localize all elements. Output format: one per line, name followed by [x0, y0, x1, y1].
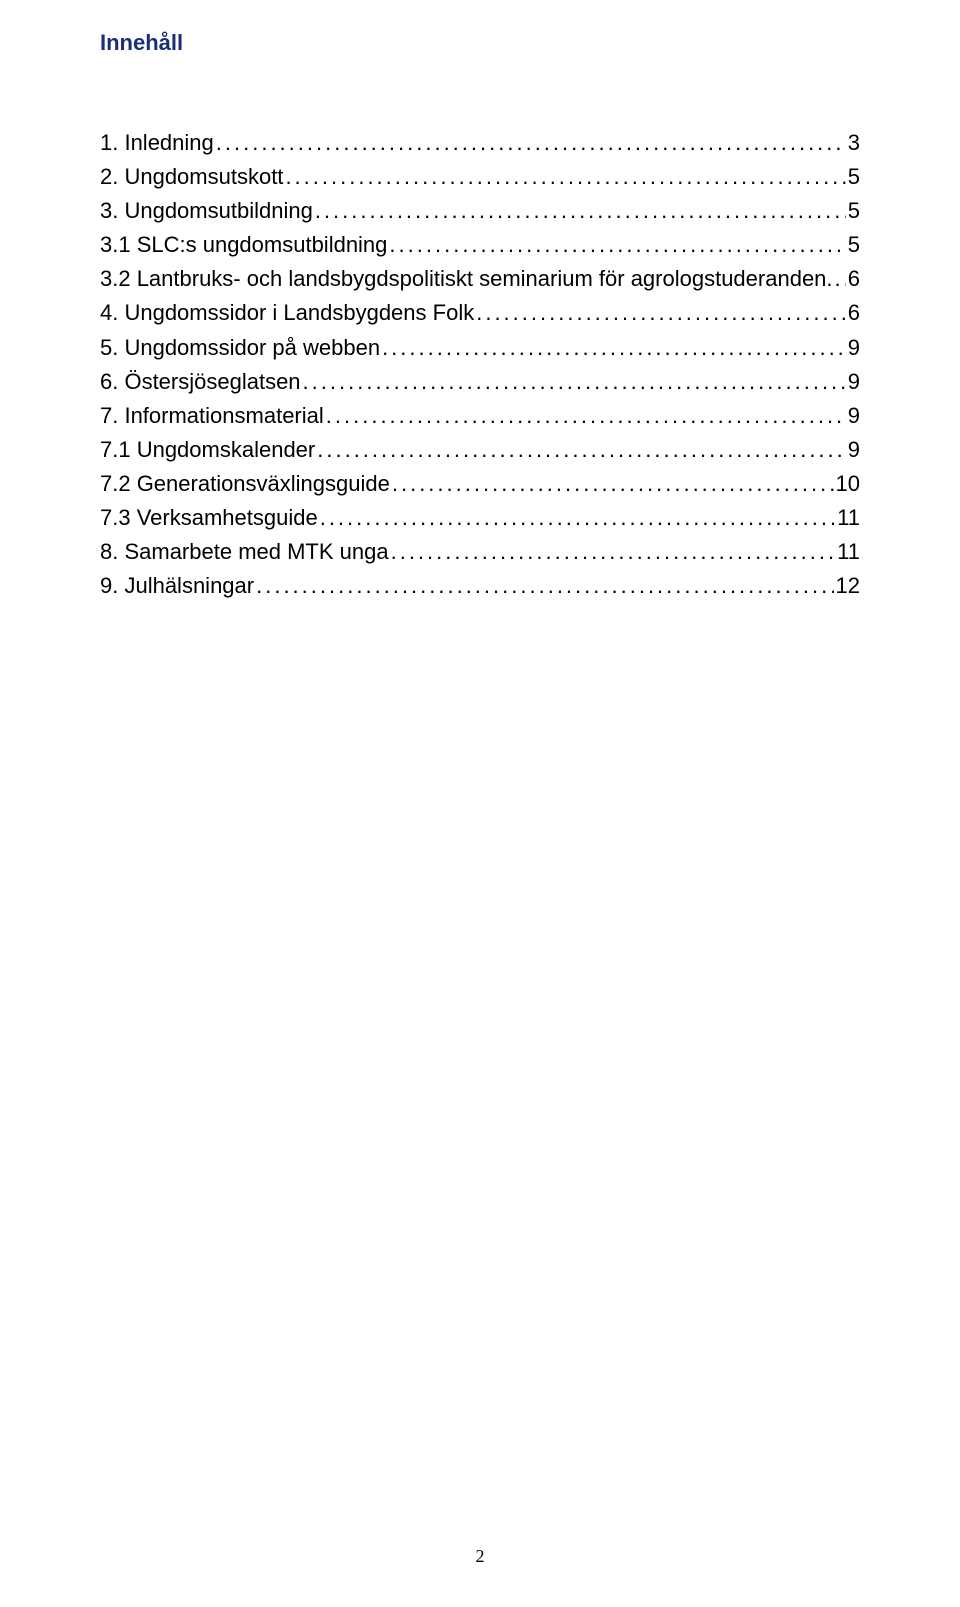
page-number: 2	[0, 1546, 960, 1567]
toc-leader	[391, 535, 836, 569]
toc-page: 5	[848, 228, 860, 262]
toc-leader	[315, 194, 846, 228]
toc-row: 7.1 Ungdomskalender 9	[100, 433, 860, 467]
toc-row: 4. Ungdomssidor i Landsbygdens Folk 6	[100, 296, 860, 330]
toc-leader	[476, 296, 846, 330]
toc-row: 5. Ungdomssidor på webben 9	[100, 331, 860, 365]
toc-row: 7.3 Verksamhetsguide 11	[100, 501, 860, 535]
toc-label: 5. Ungdomssidor på webben	[100, 331, 380, 365]
toc-row: 1. Inledning 3	[100, 126, 860, 160]
toc-page: 10	[836, 467, 860, 501]
toc-page: 11	[837, 535, 860, 569]
toc-row: 3.2 Lantbruks- och landsbygdspolitiskt s…	[100, 262, 860, 296]
toc-row: 7.2 Generationsväxlingsguide 10	[100, 467, 860, 501]
page: Innehåll 1. Inledning 3 2. Ungdomsutskot…	[0, 0, 960, 603]
toc-leader	[317, 433, 846, 467]
toc-row: 9. Julhälsningar 12	[100, 569, 860, 603]
toc-label: 1. Inledning	[100, 126, 214, 160]
toc-row: 3.1 SLC:s ungdomsutbildning 5	[100, 228, 860, 262]
toc-label: 3.2 Lantbruks- och landsbygdspolitiskt s…	[100, 262, 833, 296]
toc-page: 9	[848, 365, 860, 399]
toc-label: 7.2 Generationsväxlingsguide	[100, 467, 390, 501]
toc-label: 6. Östersjöseglatsen	[100, 365, 301, 399]
toc-row: 8. Samarbete med MTK unga 11	[100, 535, 860, 569]
toc-label: 4. Ungdomssidor i Landsbygdens Folk	[100, 296, 474, 330]
toc-leader	[216, 126, 846, 160]
toc-row: 2. Ungdomsutskott 5	[100, 160, 860, 194]
toc-page: 9	[848, 331, 860, 365]
toc-page: 9	[848, 433, 860, 467]
toc-page: 3	[848, 126, 860, 160]
toc-row: 7. Informationsmaterial 9	[100, 399, 860, 433]
toc-page: 6	[848, 262, 860, 296]
toc-leader	[382, 331, 846, 365]
toc-leader	[256, 569, 833, 603]
toc-page: 5	[848, 194, 860, 228]
toc-label: 7.1 Ungdomskalender	[100, 433, 315, 467]
toc-leader	[392, 467, 834, 501]
toc-leader	[835, 262, 846, 296]
toc-label: 2. Ungdomsutskott	[100, 160, 283, 194]
toc-leader	[389, 228, 845, 262]
toc-page: 9	[848, 399, 860, 433]
toc-label: 7.3 Verksamhetsguide	[100, 501, 318, 535]
toc-page: 5	[848, 160, 860, 194]
toc-leader	[303, 365, 846, 399]
toc-label: 3.1 SLC:s ungdomsutbildning	[100, 228, 387, 262]
toc-page: 11	[837, 501, 860, 535]
toc-leader	[326, 399, 846, 433]
toc-label: 3. Ungdomsutbildning	[100, 194, 313, 228]
toc-heading: Innehåll	[100, 30, 860, 56]
toc-page: 12	[836, 569, 860, 603]
toc-label: 8. Samarbete med MTK unga	[100, 535, 389, 569]
toc-list: 1. Inledning 3 2. Ungdomsutskott 5 3. Un…	[100, 126, 860, 603]
toc-page: 6	[848, 296, 860, 330]
toc-label: 9. Julhälsningar	[100, 569, 254, 603]
toc-leader	[320, 501, 835, 535]
toc-leader	[285, 160, 845, 194]
toc-row: 6. Östersjöseglatsen 9	[100, 365, 860, 399]
toc-label: 7. Informationsmaterial	[100, 399, 324, 433]
toc-row: 3. Ungdomsutbildning 5	[100, 194, 860, 228]
